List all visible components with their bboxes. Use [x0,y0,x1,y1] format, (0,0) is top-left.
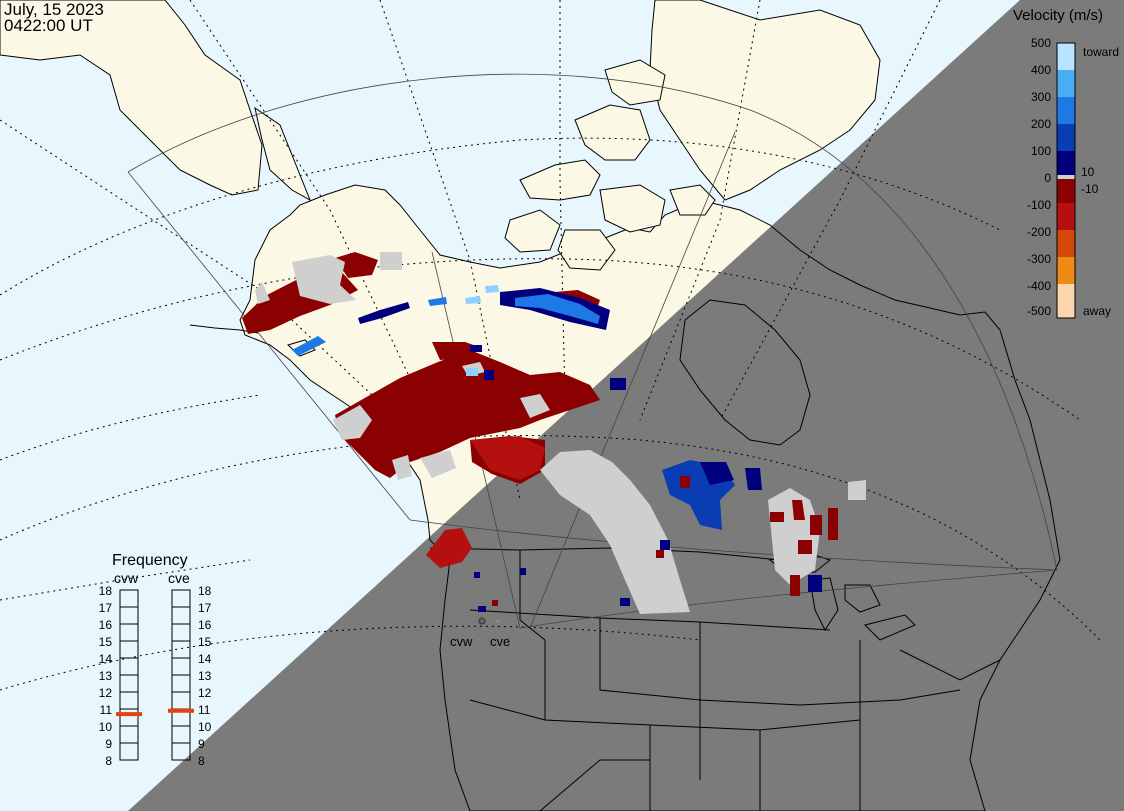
legend-tick-labels: 500 400 300 200 100 10 0 -10 -100 -200 -… [1027,36,1099,318]
svg-text:8: 8 [198,754,205,768]
chukotka-coast [254,106,311,202]
svg-text:400: 400 [1031,63,1051,77]
svg-text:200: 200 [1031,117,1051,131]
svg-text:13: 13 [198,669,212,683]
velocity-legend: Velocity (m/s) 500 400 300 200 100 10 0 … [1013,7,1119,319]
svg-text:10: 10 [198,720,212,734]
svg-text:-10: -10 [1081,182,1099,196]
svg-text:100: 100 [1031,144,1051,158]
frequency-scale-left: 18 17 16 15 14 13 12 11 10 9 8 [99,584,113,768]
legend-toward-label: toward [1083,45,1119,59]
arctic-island [574,104,651,161]
legend-title: Velocity (m/s) [1013,7,1103,24]
svg-text:10: 10 [99,720,113,734]
frequency-channel-east: cve [168,570,190,586]
time-label: 0422:00 UT [4,16,93,35]
svg-text:15: 15 [99,635,113,649]
svg-text:12: 12 [198,686,212,700]
svg-text:16: 16 [99,618,113,632]
svg-text:300: 300 [1031,90,1051,104]
svg-text:17: 17 [198,601,212,615]
svg-text:-200: -200 [1027,225,1051,239]
svg-text:14: 14 [198,652,212,666]
legend-colorbar [1057,43,1075,318]
radar-sites: cvw cve [450,617,510,649]
radar-site-icon [478,617,486,625]
arctic-island [599,184,666,233]
svg-text:11: 11 [198,703,211,717]
frequency-channel-west: cvw [114,570,139,586]
svg-text:18: 18 [99,584,113,598]
svg-text:8: 8 [105,754,112,768]
arctic-island [504,209,561,253]
svg-text:-100: -100 [1027,198,1051,212]
frequency-title: Frequency [112,552,188,569]
svg-text:16: 16 [198,618,212,632]
legend-colorbar-frame [1056,42,1076,319]
radar-label-east: cve [490,634,510,649]
svg-text:17: 17 [99,601,113,615]
svg-text:18: 18 [198,584,212,598]
svg-text:12: 12 [99,686,113,700]
svg-text:9: 9 [105,737,112,751]
frequency-scale-right: 18 17 16 15 14 13 12 11 10 9 8 [198,584,212,768]
siberia-landmass [0,0,263,196]
svg-text:-500: -500 [1027,304,1051,318]
svg-text:10: 10 [1081,165,1095,179]
frequency-panel: Frequency cvw cve 18 17 16 15 14 13 12 1… [99,552,212,768]
svg-text:14: 14 [99,652,113,666]
svg-text:500: 500 [1031,36,1051,50]
night-terminator [128,0,1124,811]
legend-away-label: away [1083,304,1111,318]
svg-text:13: 13 [99,669,113,683]
svg-text:15: 15 [198,635,212,649]
frequency-bar-west [119,589,139,761]
svg-text:-300: -300 [1027,252,1051,266]
svg-text:0: 0 [1044,171,1051,185]
svg-text:11: 11 [100,703,113,717]
radar-site-icon [496,619,500,623]
timestamp: July, 15 2023 0422:00 UT [4,0,104,35]
date-label: July, 15 2023 [4,0,104,19]
svg-text:9: 9 [198,737,205,751]
velocity-scatter [242,252,866,614]
radar-label-west: cvw [450,634,473,649]
svg-text:-400: -400 [1027,279,1051,293]
